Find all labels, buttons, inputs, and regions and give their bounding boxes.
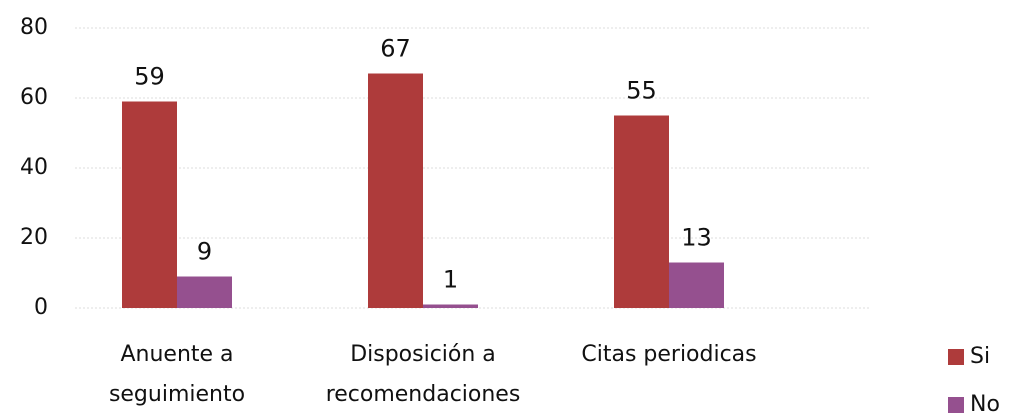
y-tick-label: 20 bbox=[20, 225, 48, 250]
x-tick-label: Anuente a seguimiento bbox=[108, 342, 246, 407]
value-label: 59 bbox=[134, 63, 165, 91]
bar bbox=[669, 262, 724, 308]
bar bbox=[368, 73, 423, 308]
value-label: 67 bbox=[380, 35, 411, 63]
bar bbox=[423, 304, 478, 308]
x-tick-label: Citas periodicas bbox=[581, 342, 757, 367]
x-tick-label: Disposición a recomendaciones bbox=[325, 342, 521, 407]
y-tick-label: 40 bbox=[20, 155, 48, 180]
value-label: 55 bbox=[626, 77, 657, 105]
bar bbox=[177, 276, 232, 308]
y-tick-label: 80 bbox=[20, 15, 48, 40]
legend-swatch bbox=[948, 349, 964, 365]
value-label: 9 bbox=[197, 238, 212, 266]
legend-swatch bbox=[948, 397, 964, 413]
y-tick-label: 0 bbox=[34, 295, 48, 320]
y-tick-label: 60 bbox=[20, 85, 48, 110]
value-label: 13 bbox=[681, 224, 712, 252]
value-label: 1 bbox=[443, 266, 458, 294]
bar bbox=[614, 115, 669, 308]
legend-label: Si bbox=[970, 344, 990, 369]
bar bbox=[122, 101, 177, 308]
legend-label: No bbox=[970, 392, 1000, 417]
